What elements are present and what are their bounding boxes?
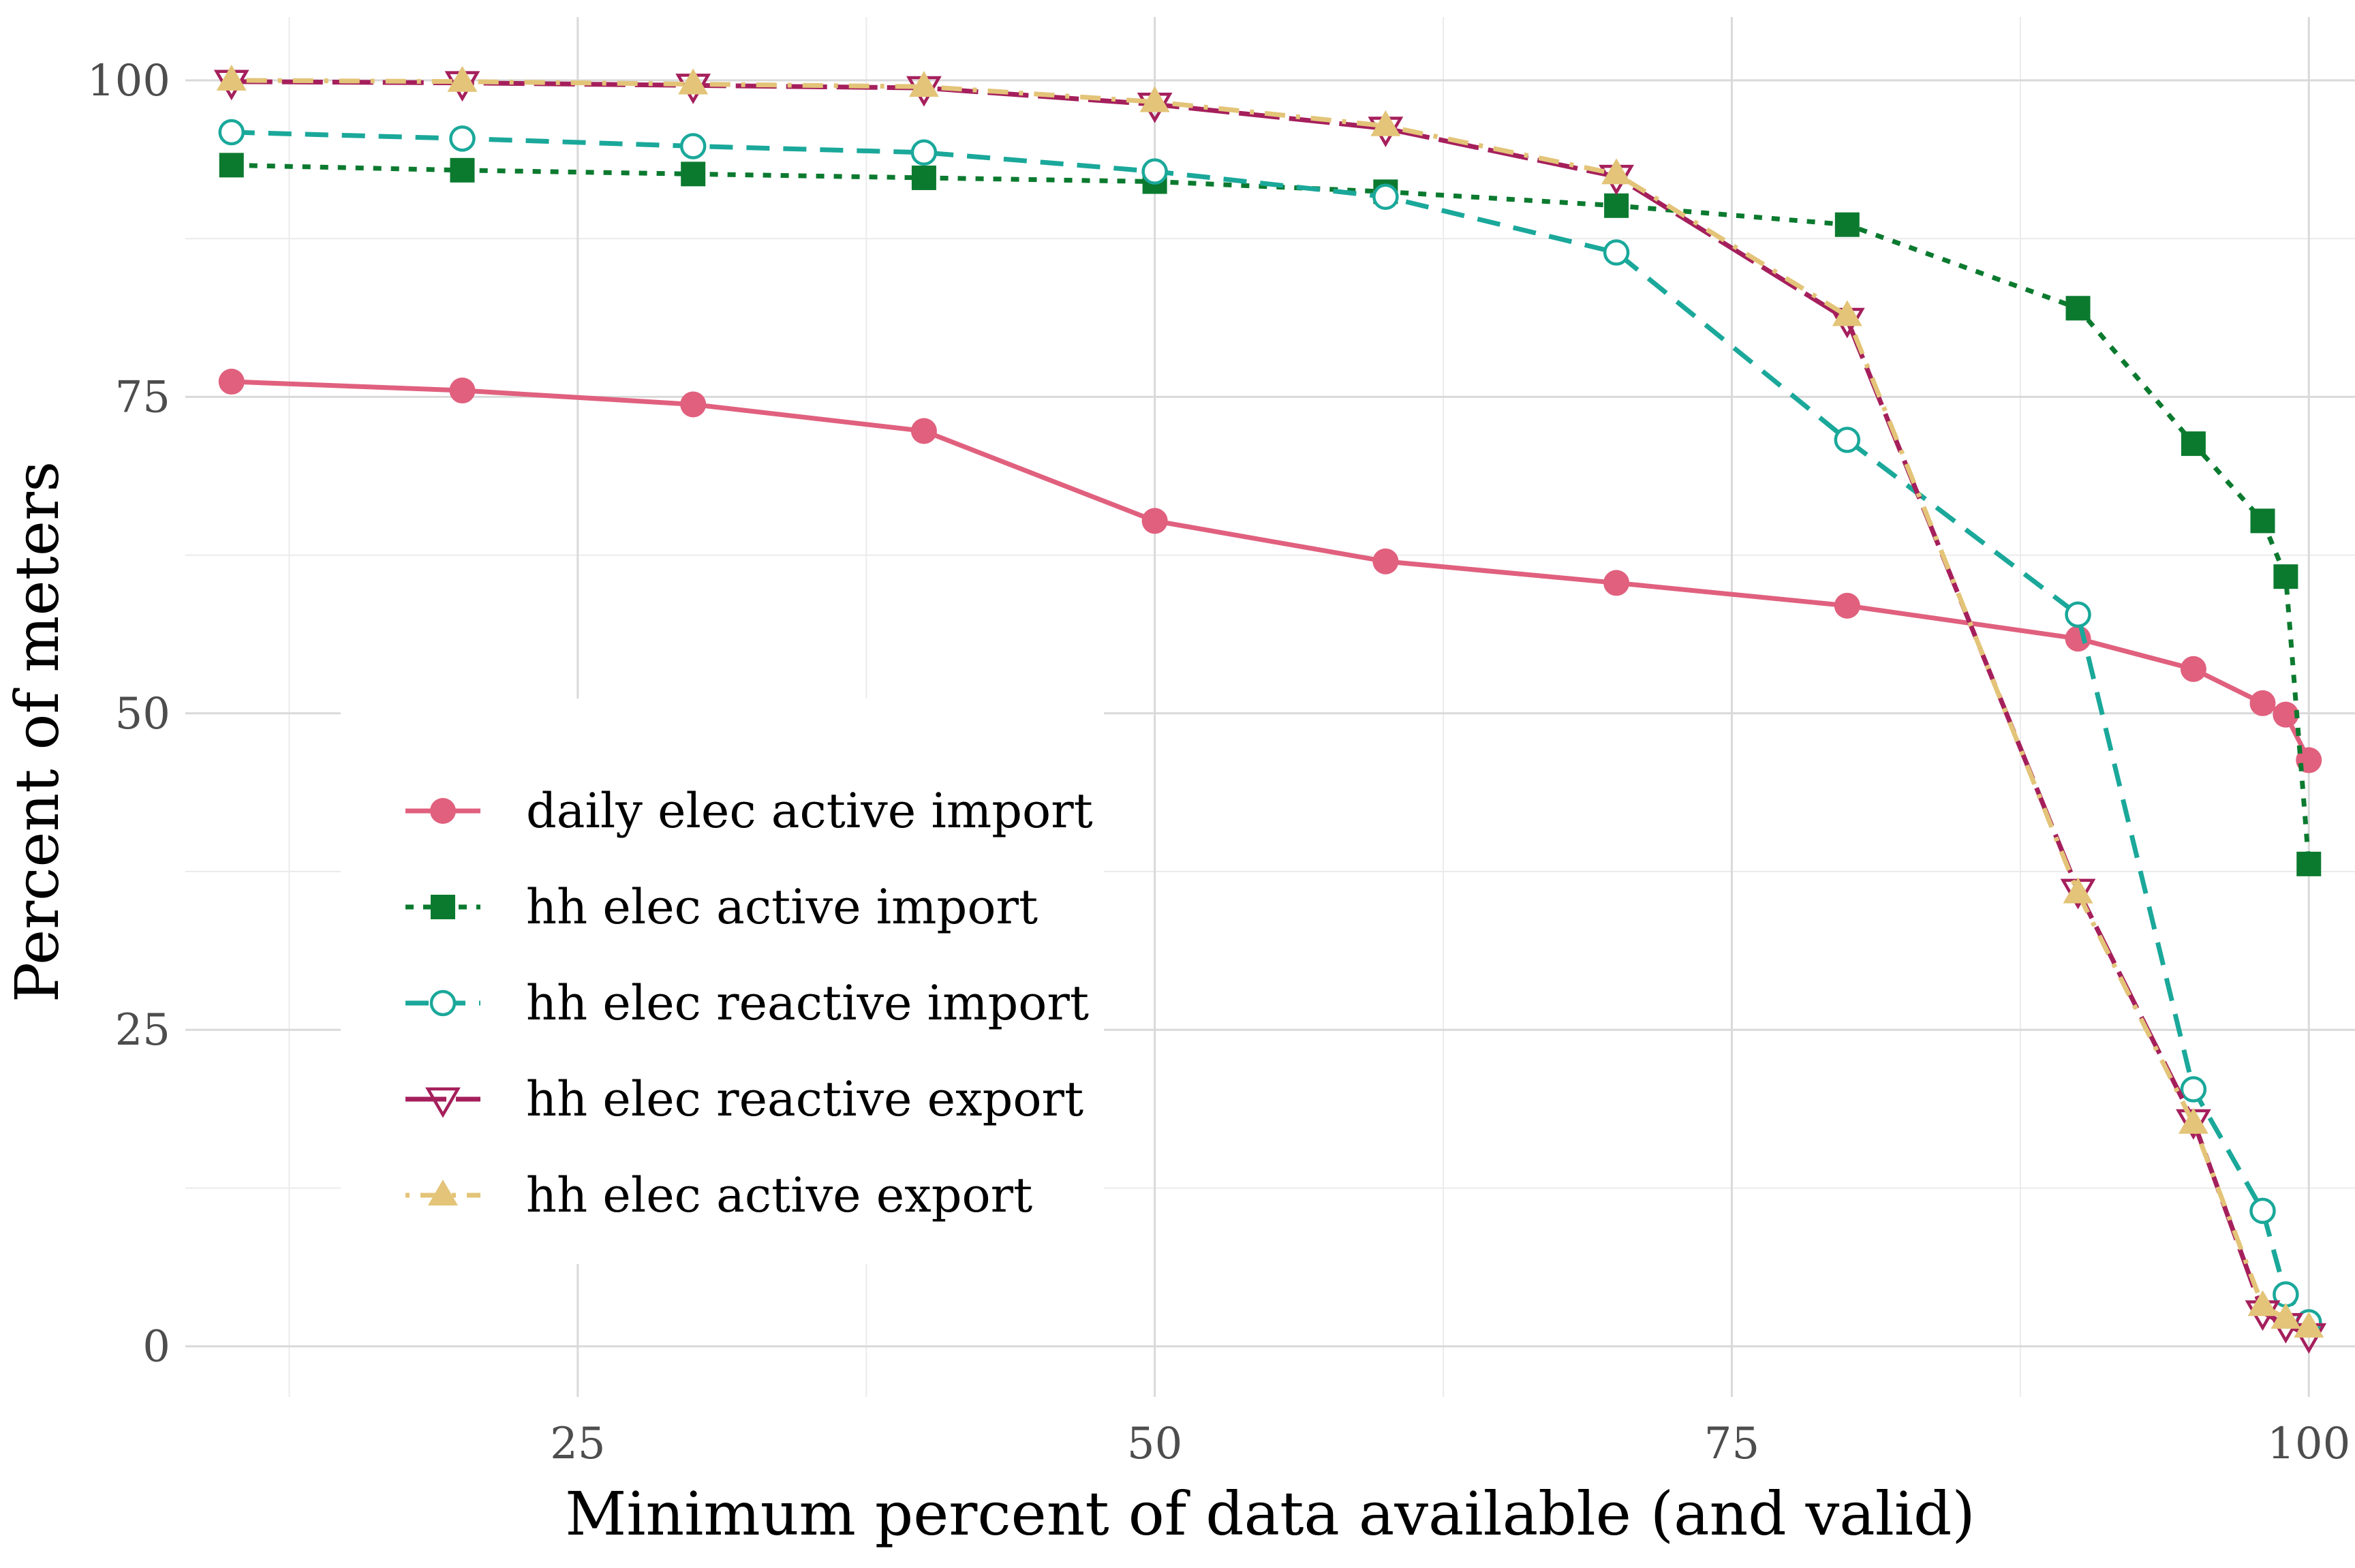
series-1 <box>218 369 2322 773</box>
data-point <box>2063 877 2093 904</box>
data-point <box>2249 1197 2276 1225</box>
legend-label: hh elec active export <box>526 1167 1032 1223</box>
legend-marker <box>428 1180 458 1205</box>
data-point <box>2273 564 2298 589</box>
legend-marker <box>425 1087 461 1118</box>
data-point <box>2178 1107 2208 1134</box>
data-point <box>1139 86 1170 112</box>
data-point <box>2250 508 2275 534</box>
legend-entry: daily elec active import <box>405 783 1093 839</box>
data-point <box>2065 601 2091 628</box>
series-5 <box>216 64 2324 1338</box>
data-point <box>678 68 709 95</box>
data-point <box>911 165 936 190</box>
legend-label: hh elec reactive import <box>526 975 1089 1031</box>
data-point <box>1603 570 1630 596</box>
legend-entry: hh elec active import <box>405 879 1038 935</box>
data-point <box>218 119 245 146</box>
data-point <box>449 378 476 404</box>
legend-entry: hh elec reactive export <box>405 1071 1083 1127</box>
legend-marker <box>431 895 455 919</box>
data-point <box>910 418 937 444</box>
data-point <box>2249 690 2276 716</box>
data-point <box>219 153 244 178</box>
data-point <box>1372 548 1399 574</box>
data-point <box>2180 1076 2207 1103</box>
y-axis-title: Percent of meters <box>2 461 72 1003</box>
x-axis-title: Minimum percent of data available (and v… <box>565 1479 1975 1549</box>
data-point <box>1604 193 1629 218</box>
legend-entry: hh elec active export <box>405 1167 1032 1223</box>
data-point <box>680 391 707 418</box>
legend-marker <box>430 798 456 824</box>
data-point <box>1141 158 1168 185</box>
data-point <box>2247 1290 2278 1317</box>
legend-label: daily elec active import <box>526 783 1093 839</box>
series-layer <box>213 64 2327 1354</box>
data-point <box>908 71 939 97</box>
legend-layer: daily elec active import hh elec active i… <box>341 698 1104 1264</box>
data-point <box>216 64 247 91</box>
data-point <box>1601 158 1632 185</box>
data-point <box>218 369 245 395</box>
data-point <box>449 125 476 152</box>
data-point <box>2294 1311 2324 1338</box>
y-tick-label: 25 <box>115 1005 170 1056</box>
y-tick-label: 100 <box>87 56 170 106</box>
x-tick-label: 100 <box>2267 1419 2350 1469</box>
legend-background <box>341 698 1104 1264</box>
data-point <box>681 162 706 187</box>
data-point <box>450 157 475 183</box>
data-point <box>2271 1302 2301 1329</box>
data-point <box>2296 851 2322 876</box>
x-tick-label: 25 <box>550 1419 605 1469</box>
data-point <box>2181 431 2206 457</box>
data-point <box>447 65 478 92</box>
legend-label: hh elec reactive export <box>526 1071 1083 1127</box>
data-point <box>910 139 938 166</box>
y-tick-label: 50 <box>115 689 170 739</box>
data-point <box>679 133 707 159</box>
legend-marker <box>429 989 457 1017</box>
data-point <box>1832 300 1862 326</box>
data-point <box>2273 701 2299 728</box>
data-point <box>1834 592 1860 619</box>
series-2 <box>219 153 2322 876</box>
x-tick-label: 75 <box>1704 1419 1759 1469</box>
x-tick-label: 50 <box>1127 1419 1182 1469</box>
y-tick-label: 0 <box>142 1322 170 1372</box>
legend-label: hh elec active import <box>526 879 1038 935</box>
data-point <box>1603 239 1630 266</box>
data-point <box>1372 183 1399 211</box>
data-point <box>1834 427 1861 453</box>
axis-layer: 25 50 75 100 0 25 50 75 100 <box>87 56 2350 1469</box>
data-point <box>2065 626 2091 652</box>
data-point <box>1834 212 1860 237</box>
data-point <box>1141 508 1168 534</box>
data-point <box>2180 656 2206 682</box>
series-3 <box>218 119 2322 1336</box>
legend-entry: hh elec reactive import <box>405 975 1089 1031</box>
y-tick-label: 75 <box>115 372 170 422</box>
data-point <box>2065 296 2091 321</box>
data-point <box>1370 110 1401 136</box>
